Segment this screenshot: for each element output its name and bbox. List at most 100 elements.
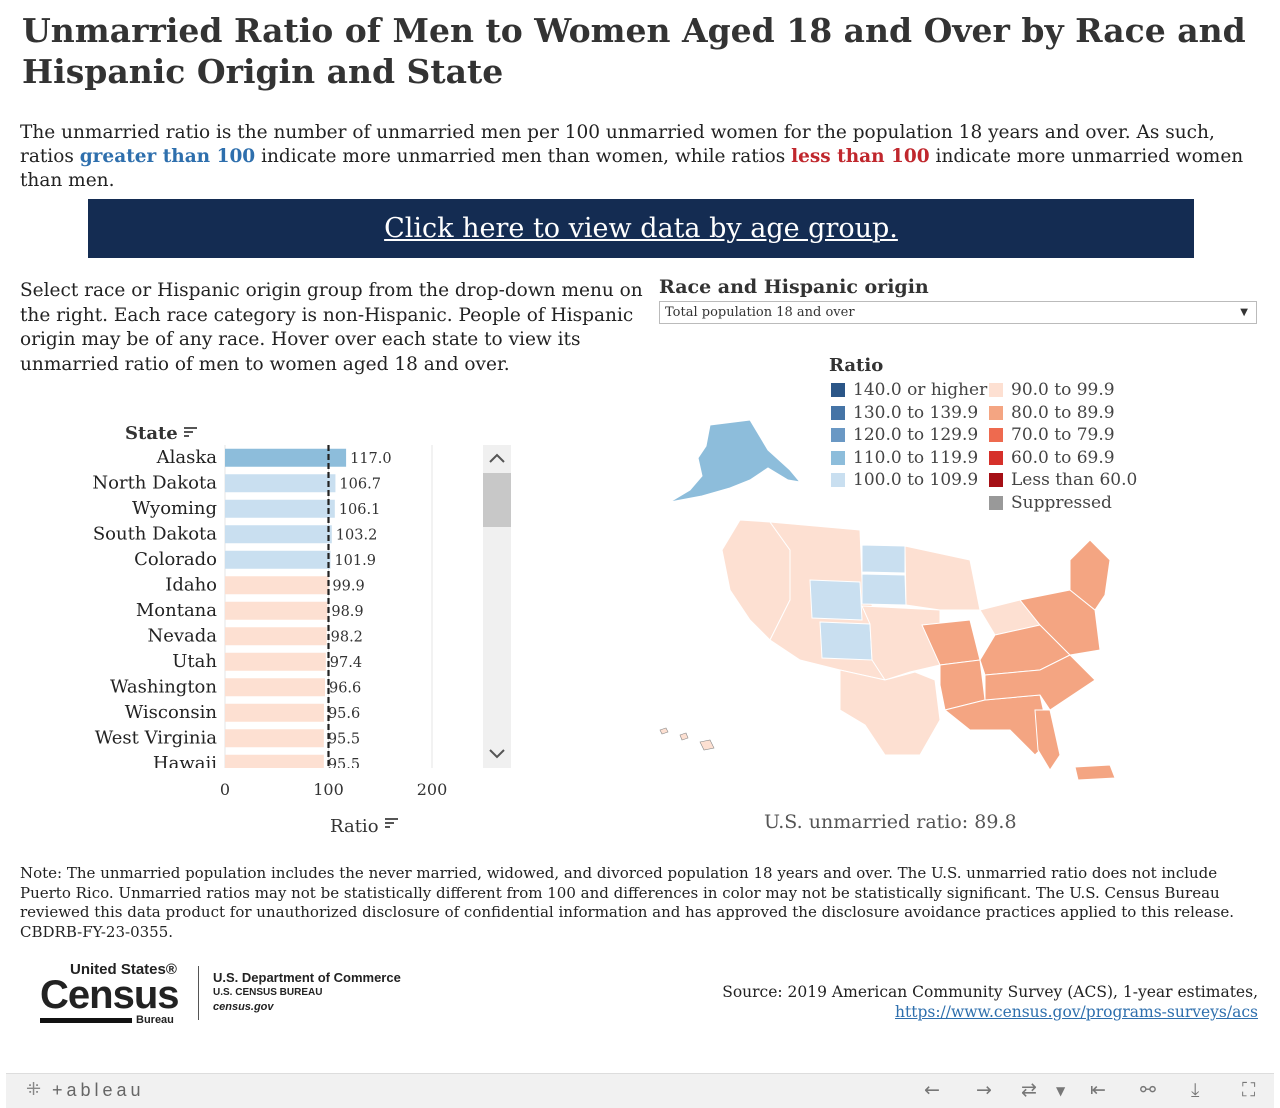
legend-label: Suppressed bbox=[1011, 492, 1112, 513]
legend-item[interactable]: 100.0 to 109.9 bbox=[831, 470, 978, 490]
category-label: Montana bbox=[136, 600, 217, 621]
us-map[interactable] bbox=[640, 410, 1140, 790]
axis-sort-icon[interactable] bbox=[385, 818, 398, 828]
bar[interactable] bbox=[225, 499, 335, 518]
reset-icon[interactable]: ⇤ bbox=[1090, 1079, 1106, 1101]
state-texas[interactable] bbox=[839, 669, 941, 756]
chart-scrollbar-thumb[interactable] bbox=[483, 473, 511, 527]
value-label: 106.7 bbox=[339, 476, 381, 492]
intro-part3: indicate more unmarried women than men. bbox=[20, 146, 1244, 191]
bar[interactable] bbox=[225, 601, 328, 620]
category-label: South Dakota bbox=[93, 523, 217, 544]
page-title: Unmarried Ratio of Men to Women Aged 18 … bbox=[22, 11, 1246, 91]
value-label: 95.5 bbox=[328, 731, 360, 747]
state-carolinas[interactable] bbox=[984, 654, 1096, 711]
chart-value-labels: 117.0 106.7 106.1 103.2 101.9 99.9 98.9 98.2 97.… bbox=[328, 451, 392, 773]
dept-line3: census.gov bbox=[213, 1001, 274, 1013]
state-south-dakota[interactable] bbox=[861, 573, 907, 606]
note-text: Note: The unmarried population includes … bbox=[20, 864, 1235, 941]
legend-swatch bbox=[831, 473, 845, 487]
bar[interactable] bbox=[225, 627, 327, 646]
dropdown-value: Total population 18 and over bbox=[665, 305, 855, 320]
legend-swatch bbox=[831, 405, 845, 420]
x-tick-label: 200 bbox=[417, 780, 448, 799]
value-label: 96.6 bbox=[329, 680, 361, 696]
source-link[interactable]: https://www.census.gov/programs-surveys/… bbox=[895, 1003, 1258, 1021]
value-label: 95.6 bbox=[328, 706, 360, 722]
legend-label: 90.0 to 99.9 bbox=[1011, 380, 1115, 400]
state-new-england[interactable] bbox=[1069, 539, 1111, 611]
bar[interactable] bbox=[225, 754, 324, 773]
category-label: Washington bbox=[110, 676, 217, 697]
legend-item[interactable]: 140.0 or higher bbox=[831, 380, 987, 400]
bar[interactable] bbox=[225, 652, 326, 671]
race-filter-dropdown[interactable]: Total population 18 and over ▼ bbox=[659, 301, 1257, 324]
bar[interactable] bbox=[225, 678, 325, 697]
value-label: 97.4 bbox=[330, 655, 362, 671]
bar[interactable] bbox=[225, 474, 336, 493]
state-hawaii[interactable] bbox=[659, 727, 715, 751]
chart-x-ticks: 0 100 200 bbox=[220, 780, 447, 799]
legend-label: 100.0 to 109.9 bbox=[853, 470, 979, 490]
bar[interactable] bbox=[225, 550, 331, 569]
bar[interactable] bbox=[225, 525, 332, 544]
undo-icon[interactable]: ← bbox=[924, 1079, 940, 1101]
category-label: Wisconsin bbox=[125, 702, 218, 723]
bar[interactable] bbox=[225, 729, 324, 748]
revert-dropdown-icon[interactable]: ▼ bbox=[1056, 1084, 1066, 1098]
state-upper-midwest[interactable] bbox=[904, 545, 981, 611]
tableau-brand[interactable]: +ableau bbox=[52, 1080, 145, 1100]
value-label: 98.2 bbox=[331, 629, 363, 645]
value-label: 95.5 bbox=[328, 757, 360, 773]
census-logo: United States® Census Bureau bbox=[40, 962, 179, 1026]
x-tick-label: 0 bbox=[220, 780, 230, 799]
category-label: Utah bbox=[172, 651, 217, 672]
legend-item[interactable]: Suppressed bbox=[989, 493, 1112, 513]
legend-swatch bbox=[831, 428, 845, 442]
legend-item[interactable]: 60.0 to 69.9 bbox=[989, 448, 1115, 468]
bar[interactable] bbox=[225, 703, 324, 722]
state-plains[interactable] bbox=[861, 605, 941, 681]
scroll-up-icon[interactable] bbox=[489, 453, 505, 463]
legend-label: Less than 60.0 bbox=[1011, 470, 1138, 490]
state-north-dakota[interactable] bbox=[861, 544, 906, 574]
x-tick-label: 100 bbox=[313, 780, 344, 799]
instructions-text: Select race or Hispanic origin group fro… bbox=[20, 280, 643, 375]
state-alaska[interactable] bbox=[669, 419, 802, 503]
scroll-down-icon[interactable] bbox=[489, 749, 505, 759]
row-header[interactable]: State bbox=[125, 423, 178, 444]
category-label: Colorado bbox=[134, 549, 217, 570]
legend-item[interactable]: 90.0 to 99.9 bbox=[989, 380, 1115, 400]
legend-item[interactable]: 110.0 to 119.9 bbox=[831, 448, 978, 468]
bar[interactable] bbox=[225, 448, 347, 467]
state-florida[interactable] bbox=[1034, 709, 1061, 771]
state-puerto-rico[interactable] bbox=[1074, 764, 1116, 781]
fullscreen-icon[interactable]: ⛶ bbox=[1242, 1079, 1256, 1101]
logo-line2: Census bbox=[40, 973, 179, 1017]
intro-highlight-less: less than 100 bbox=[791, 146, 930, 167]
value-label: 117.0 bbox=[350, 451, 392, 467]
revert-icon[interactable]: ⇄ bbox=[1021, 1079, 1037, 1101]
download-icon[interactable]: ⤓ bbox=[1191, 1079, 1200, 1101]
redo-icon[interactable]: → bbox=[976, 1079, 992, 1101]
category-label: Wyoming bbox=[132, 498, 217, 519]
legend-item[interactable]: Less than 60.0 bbox=[989, 470, 1137, 490]
state-wyoming[interactable] bbox=[809, 579, 863, 621]
value-label: 99.9 bbox=[332, 578, 364, 594]
state-colorado[interactable] bbox=[819, 621, 873, 661]
tableau-logo-icon[interactable]: ⁜ bbox=[26, 1079, 42, 1100]
filter-label: Race and Hispanic origin bbox=[659, 276, 929, 298]
sort-icon[interactable] bbox=[184, 427, 197, 437]
share-icon[interactable]: ⚯ bbox=[1140, 1079, 1156, 1101]
legend-item[interactable]: 130.0 to 139.9 bbox=[831, 403, 978, 423]
intro-text: The unmarried ratio is the number of unm… bbox=[20, 121, 1260, 193]
dropdown-arrow-icon: ▼ bbox=[1240, 307, 1248, 318]
age-group-link[interactable]: Click here to view data by age group. bbox=[384, 213, 898, 244]
intro-part1: The unmarried ratio is the number of unm… bbox=[20, 122, 1215, 167]
legend-item[interactable]: 70.0 to 79.9 bbox=[989, 425, 1115, 445]
legend-item[interactable]: 120.0 to 129.9 bbox=[831, 425, 978, 445]
legend-item[interactable]: 80.0 to 89.9 bbox=[989, 403, 1115, 423]
dept-block: U.S. Department of Commerce U.S. CENSUS … bbox=[213, 970, 401, 1015]
category-label: Hawaii bbox=[153, 753, 217, 774]
bar[interactable] bbox=[225, 576, 329, 595]
